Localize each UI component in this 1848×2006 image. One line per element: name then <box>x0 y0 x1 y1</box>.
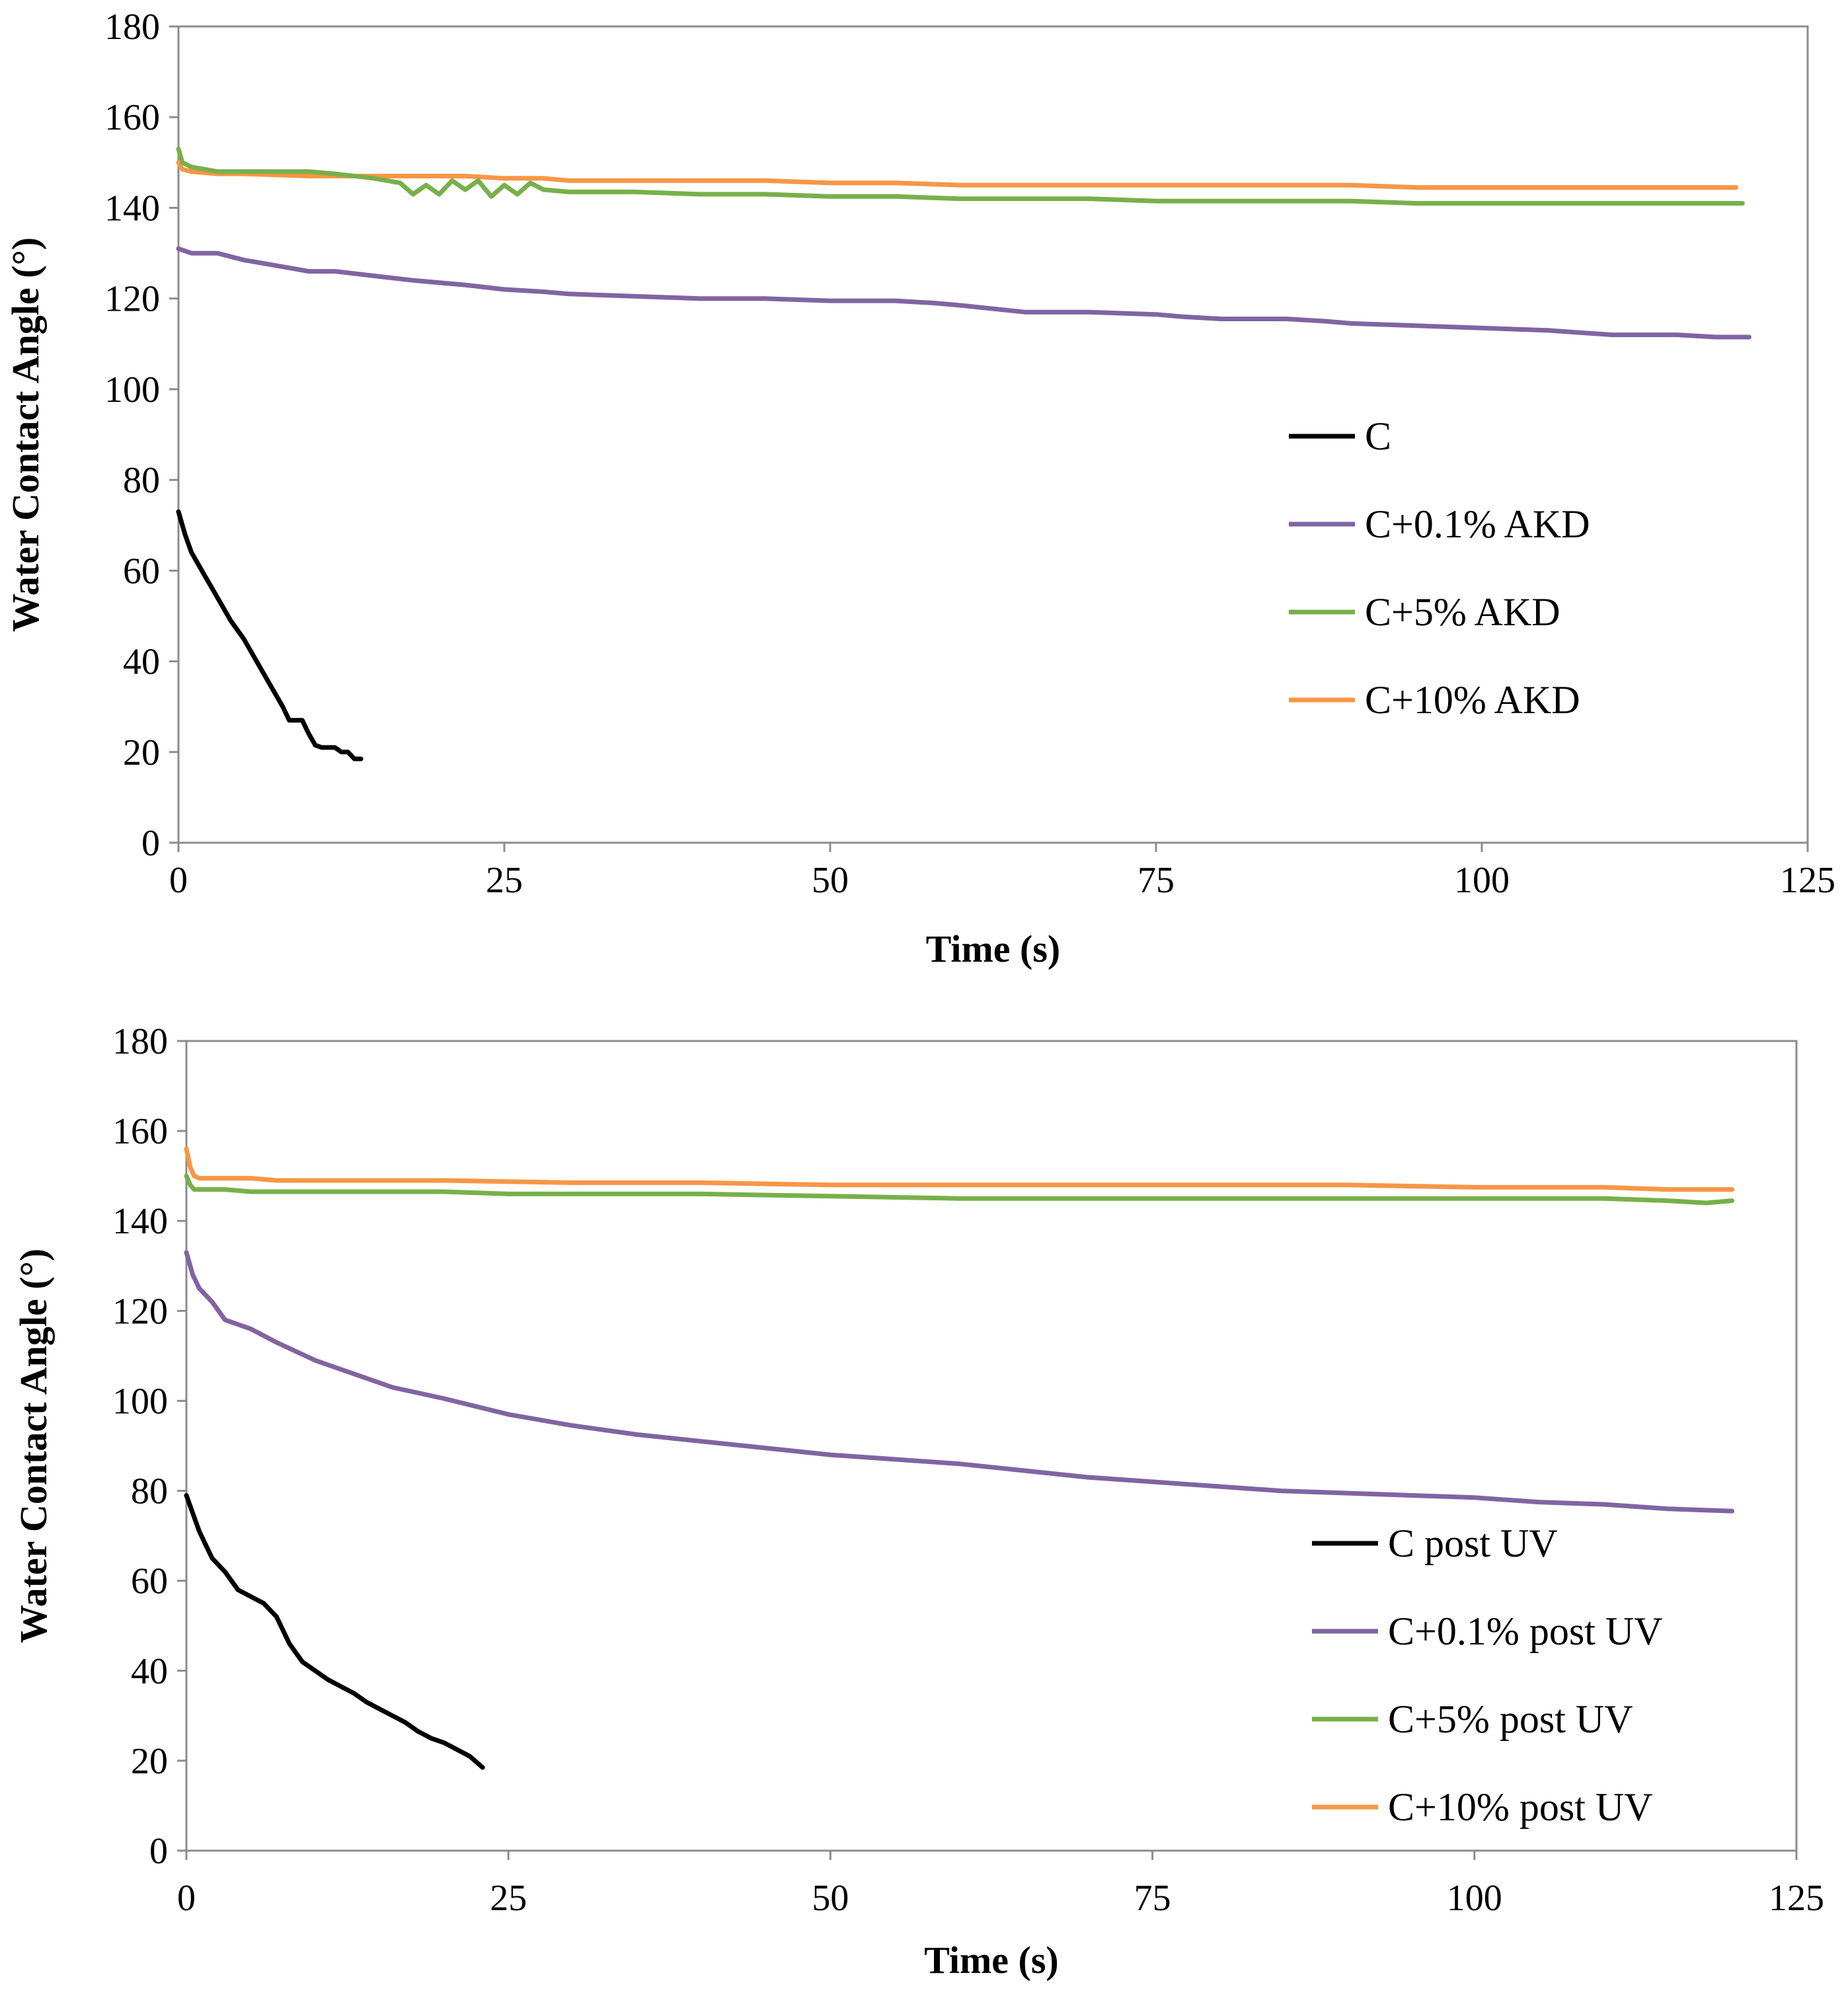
y-tick-label: 80 <box>123 460 160 501</box>
series-line-c-10-post-uv <box>184 1146 1735 1192</box>
chart-top: 0 20 40 60 80 100 120 140 160 180 0 25 50 75 100 125 Tim… <box>4 7 1835 970</box>
legend-label-c-5-akd: C+5% AKD <box>1365 590 1560 634</box>
legend-label-c: C <box>1365 414 1391 458</box>
x-tick-label: 100 <box>1447 1878 1502 1919</box>
x-axis-title: Time (s) <box>924 1939 1059 1982</box>
x-tick-label: 100 <box>1454 860 1510 901</box>
y-tick-label: 100 <box>112 1381 168 1422</box>
y-tick-label: 180 <box>112 1021 168 1062</box>
x-tick-label: 25 <box>490 1878 527 1919</box>
y-tick-label: 60 <box>131 1561 168 1602</box>
y-tick-label: 120 <box>104 279 160 320</box>
y-axis-title: Water Contact Angle (°) <box>12 1249 55 1643</box>
x-tick-label: 75 <box>1137 860 1174 901</box>
x-tick-label: 0 <box>169 860 188 901</box>
y-tick-label: 160 <box>104 97 160 138</box>
x-tick-label: 50 <box>812 1878 849 1919</box>
x-tick-label: 25 <box>486 860 523 901</box>
x-tick-label: 75 <box>1134 1878 1171 1919</box>
y-axis-title: Water Contact Angle (°) <box>4 237 47 632</box>
series-line-c-post-uv <box>184 1492 485 1770</box>
legend: C C+0.1% AKD C+5% AKD C+10% AKD <box>1289 414 1590 722</box>
legend-label-c-5-post-uv: C+5% post UV <box>1388 1697 1633 1741</box>
series-line-c-0-1-post-uv <box>184 1250 1735 1514</box>
series-line-c-0-1-akd <box>176 246 1752 340</box>
y-tick-label: 40 <box>123 642 160 683</box>
x-tick-label: 0 <box>177 1878 196 1919</box>
y-tick-label: 80 <box>131 1471 168 1512</box>
legend-label-c-10-post-uv: C+10% post UV <box>1388 1785 1653 1829</box>
y-tick-label: 140 <box>112 1201 168 1242</box>
y-tick-label: 0 <box>149 1831 168 1872</box>
series-line-c-10-akd <box>176 160 1738 190</box>
y-tick-label: 20 <box>123 732 160 773</box>
y-tick-label: 20 <box>131 1741 168 1782</box>
plot-area-frame <box>185 1040 1798 1852</box>
legend-label-c-post-uv: C post UV <box>1388 1522 1558 1565</box>
y-tick-label: 100 <box>104 369 160 410</box>
plot-area-frame <box>177 25 1809 844</box>
series-line-c-5-akd <box>176 146 1745 206</box>
y-tick-label: 40 <box>131 1651 168 1692</box>
x-tick-label: 50 <box>812 860 849 901</box>
y-tick-label: 180 <box>104 7 160 48</box>
y-tick-label: 60 <box>123 551 160 592</box>
x-tick-label: 125 <box>1780 860 1835 901</box>
y-tick-label: 120 <box>112 1291 168 1332</box>
legend-label-c-10-akd: C+10% AKD <box>1365 678 1580 722</box>
y-tick-label: 140 <box>104 188 160 229</box>
y-tick-label: 160 <box>112 1111 168 1152</box>
legend-label-c-0-1-akd: C+0.1% AKD <box>1365 502 1590 546</box>
legend-label-c-0-1-post-uv: C+0.1% post UV <box>1388 1609 1663 1653</box>
x-tick-label: 125 <box>1769 1878 1824 1919</box>
chart-bottom: 0 20 40 60 80 100 120 140 160 180 0 25 50 75 100 125 Tim… <box>12 1021 1824 1982</box>
x-axis-title: Time (s) <box>926 927 1061 970</box>
series-line-c-5-post-uv <box>184 1173 1735 1206</box>
series-line-c <box>176 509 364 761</box>
y-tick-label: 0 <box>141 823 160 864</box>
legend: C post UV C+0.1% post UV C+5% post UV C+10%… <box>1312 1522 1663 1829</box>
